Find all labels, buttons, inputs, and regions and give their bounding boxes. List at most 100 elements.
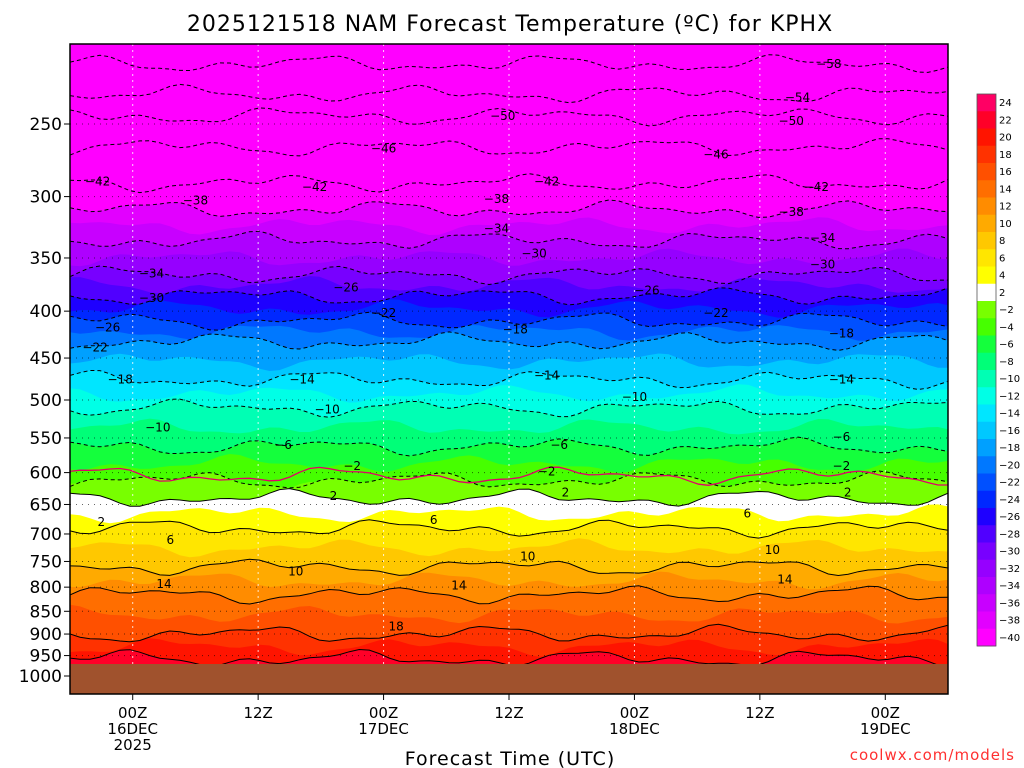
colorbar-label: 16 [999,167,1012,178]
isotherm-label: 6 [167,533,175,547]
pressure-tick-label: 650 [30,495,62,515]
isotherm-line [70,199,948,218]
colorbar-swatch [977,232,996,250]
isotherm-label: −42 [302,180,327,194]
credit-text: coolwx.com/models [850,746,1015,764]
isotherm-label: 2 [330,489,338,503]
colorbar-label: 2 [999,288,1005,299]
colorbar-swatch [977,145,996,164]
colorbar-swatch [977,335,996,354]
colorbar-swatch [977,266,996,285]
isotherm-label: −2 [343,459,361,473]
isotherm-line [70,173,948,194]
colorbar-label: −22 [999,478,1020,489]
isotherm-label: −10 [314,402,339,416]
isotherm-label: −14 [829,373,854,387]
colorbar-label: 20 [999,133,1012,144]
isotherm-contours [70,54,948,668]
colorbar-label: −12 [999,391,1020,402]
isotherm-label: −42 [534,175,559,189]
colorbar-label: −38 [999,616,1020,627]
isotherm-label: −46 [703,148,728,162]
isotherm-line [70,558,948,577]
isotherm-label: −6 [274,438,292,452]
colorbar-swatch [977,301,996,319]
colorbar-label: 14 [999,184,1012,195]
isotherm-line [70,265,948,286]
colorbar-frame [976,93,997,647]
isotherm-label: −18 [829,326,854,340]
colorbar-label: −36 [999,598,1020,609]
time-tick-label: 19DEC [860,720,911,738]
isotherm-label: −38 [484,192,509,206]
isotherm-label: −10 [622,390,647,404]
isotherm-labels: −58−54−50 −50−46 −46−42 −42 −42 −42−38 −38−38−… [82,57,854,634]
colorbar-swatch [977,387,996,405]
pressure-tick-label: 950 [30,647,62,667]
isotherm-label: −30 [139,291,164,305]
pressure-tick-label: 550 [30,429,62,449]
isotherm-label: −2 [833,459,851,473]
colorbar-label: 24 [999,98,1012,109]
time-tick-label: 17DEC [358,720,409,738]
colorbar-label: −6 [999,340,1014,351]
temperature-bands [70,44,948,694]
pressure-tick-label: 900 [30,625,62,645]
isotherm-label: 10 [520,550,535,564]
colorbar-label: −32 [999,564,1020,575]
colorbar-swatch [977,473,996,492]
isotherm-label: −26 [95,321,120,335]
isotherm-label: −18 [108,373,133,387]
isotherm-label: −34 [484,221,509,235]
colorbar-label: 4 [999,271,1005,282]
isotherm-label: −22 [371,306,396,320]
colorbar-label: −30 [999,547,1020,558]
colorbar-swatch [977,490,996,509]
isotherm-line [70,287,948,306]
colorbar-label: −18 [999,443,1020,454]
colorbar: 24 22 20 18 16 14 12 10 8 6 4 2 −2 −4 −6 −8 −10 −12 −14 −16… [976,93,1020,647]
colorbar-swatch [977,352,996,371]
colorbar-swatch [977,594,996,612]
plot-gridlines [70,44,948,694]
isotherm-label: −38 [183,194,208,208]
pressure-tick-label: 300 [30,188,62,208]
isotherm-line [70,488,948,507]
isotherm-line [70,470,948,489]
colorbar-label: 22 [999,115,1012,126]
time-tick-label: 00Z [369,704,398,722]
isotherm-line [70,623,948,643]
colorbar-label: −28 [999,529,1020,540]
isotherm-line [70,519,948,539]
isotherm-label: −22 [82,340,107,354]
colorbar-swatch [977,249,996,267]
isotherm-line [70,436,948,457]
isotherm-label: −58 [816,57,841,71]
x-axis-label: Forecast Time (UTC) [405,748,615,768]
colorbar-swatch [977,439,996,457]
colorbar-swatch [977,197,996,216]
colorbar-swatch [977,214,996,233]
colorbar-label: 12 [999,202,1012,213]
colorbar-swatch [977,628,996,647]
pressure-tick-label: 500 [30,391,62,411]
colorbar-swatch [977,542,996,561]
isotherm-label: 2 [844,486,852,500]
colorbar-label: 10 [999,219,1012,230]
ground-surface [70,664,948,694]
isotherm-label: −18 [503,323,528,337]
colorbar-label: −10 [999,374,1020,385]
colorbar-swatch [977,128,996,147]
colorbar-swatch [977,94,996,112]
isotherm-label: −30 [810,258,835,272]
isotherm-label: −38 [779,205,804,219]
isotherm-label: 14 [156,577,171,591]
isotherm-label: −26 [634,284,659,298]
isotherm-label: 2 [98,515,106,529]
pressure-tick-label: 450 [30,349,62,369]
colorbar-swatch [977,404,996,423]
isotherm-label: −34 [139,267,164,281]
colorbar-label: −24 [999,495,1020,506]
